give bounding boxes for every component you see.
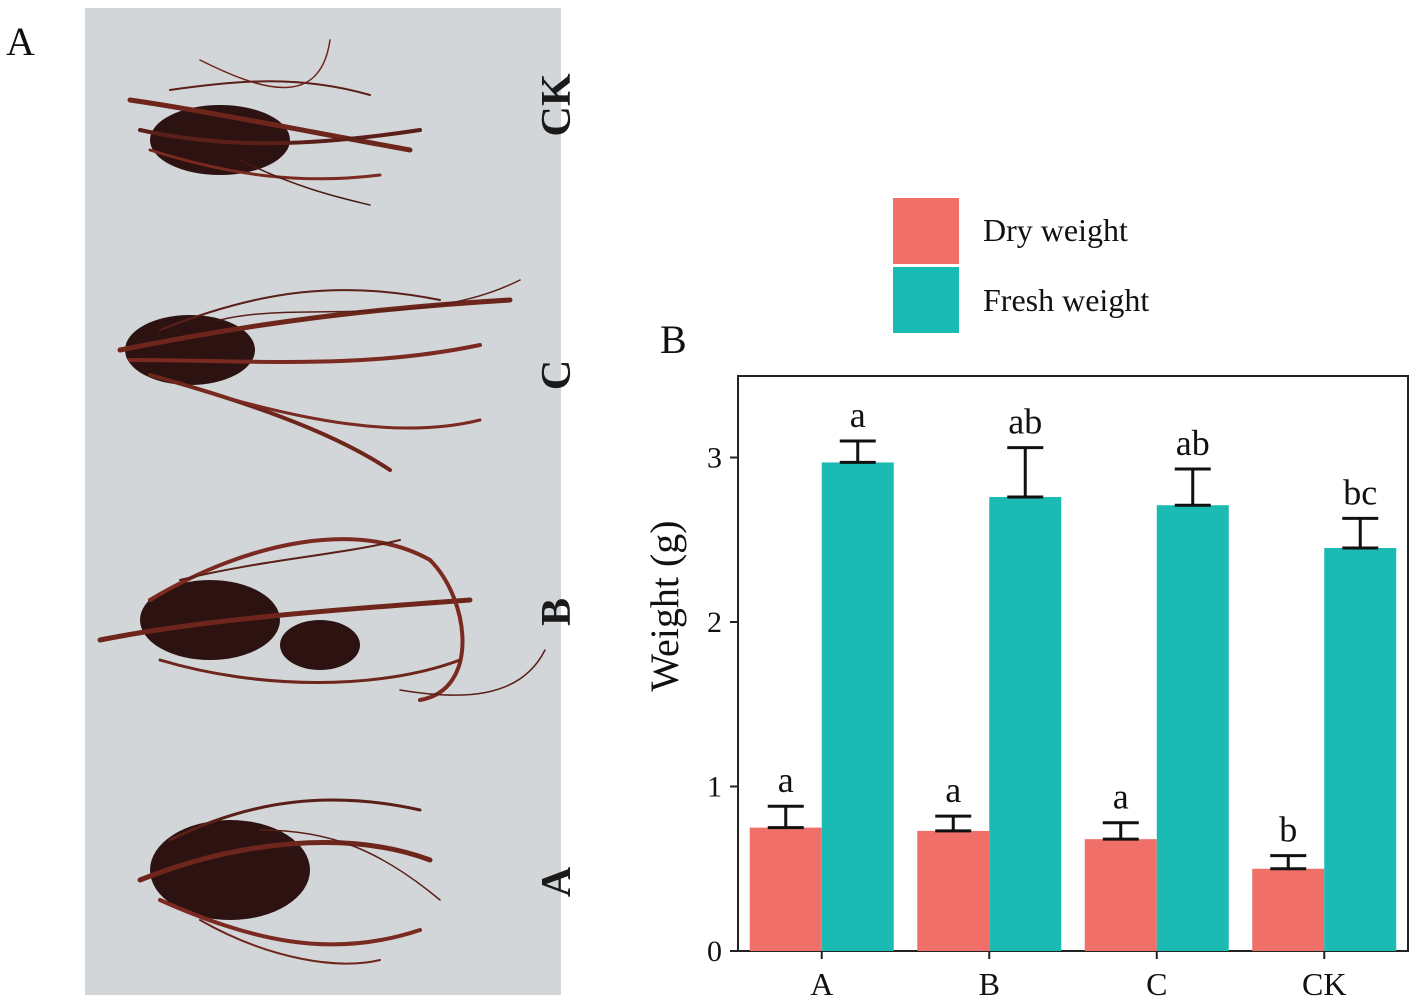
error-bars	[767, 439, 1379, 871]
panel-b-letter: B	[660, 317, 687, 362]
bar-dry-ck	[1252, 868, 1325, 951]
sample-labels: CK C B A	[534, 73, 580, 897]
x-tick-label-ck: CK	[1302, 966, 1346, 1002]
error-bar-fresh-ck	[1342, 516, 1379, 550]
x-tick-label-b: B	[979, 966, 1000, 1002]
legend-swatch-fresh	[893, 267, 959, 333]
sample-label-c: C	[534, 360, 580, 390]
sig-letter-dry-a: a	[778, 760, 794, 800]
bar-fresh-ck	[1324, 547, 1397, 951]
legend-label-dry: Dry weight	[983, 212, 1128, 248]
roots-a	[137, 798, 441, 965]
x-axis: A B C CK	[810, 951, 1346, 1002]
sample-label-a: A	[534, 866, 580, 897]
y-tick-label-1: 1	[707, 771, 722, 804]
legend-swatch-dry	[893, 198, 959, 264]
photo-background	[85, 8, 561, 995]
error-bar-dry-c	[1102, 821, 1139, 841]
error-bar-fresh-c	[1174, 467, 1211, 507]
x-tick-label-c: C	[1146, 966, 1167, 1002]
sig-letter-dry-c: a	[1113, 777, 1129, 817]
sig-letter-dry-ck: b	[1279, 810, 1297, 850]
y-axis-label: Weight (g)	[642, 520, 687, 691]
y-tick-label-0: 0	[707, 935, 722, 968]
panel-a-letter: A	[6, 19, 35, 64]
error-bar-fresh-a	[839, 439, 876, 464]
y-tick-label-2: 2	[707, 606, 722, 639]
sig-letter-fresh-c: ab	[1176, 423, 1210, 463]
x-tick-label-a: A	[810, 966, 833, 1002]
y-axis: 0 1 2 3	[707, 442, 738, 968]
error-bar-fresh-b	[1007, 446, 1044, 499]
y-tick-label-3: 3	[707, 442, 722, 475]
bar-fresh-a	[821, 462, 894, 951]
sig-letter-fresh-ck: bc	[1343, 472, 1377, 512]
roots-ck	[127, 39, 422, 206]
bar-fresh-b	[989, 496, 1062, 951]
roots-c	[117, 279, 521, 472]
error-bar-dry-ck	[1270, 854, 1307, 871]
sig-letter-dry-b: a	[945, 770, 961, 810]
bar-fresh-c	[1156, 505, 1229, 951]
sig-letter-fresh-b: ab	[1008, 402, 1042, 442]
plot-frame	[737, 375, 1409, 952]
legend-label-fresh: Fresh weight	[983, 282, 1150, 318]
error-bar-dry-b	[935, 814, 972, 833]
sig-letter-fresh-a: a	[850, 395, 866, 435]
roots-b	[97, 537, 546, 702]
bar-dry-a	[749, 827, 822, 951]
bar-dry-b	[917, 830, 990, 951]
sample-label-ck: CK	[534, 73, 580, 136]
error-bar-dry-a	[767, 804, 804, 830]
significance-letters: a a a ab a ab b bc	[778, 395, 1377, 850]
sample-label-b: B	[534, 598, 580, 626]
bars	[749, 462, 1397, 951]
bar-dry-c	[1084, 839, 1157, 951]
